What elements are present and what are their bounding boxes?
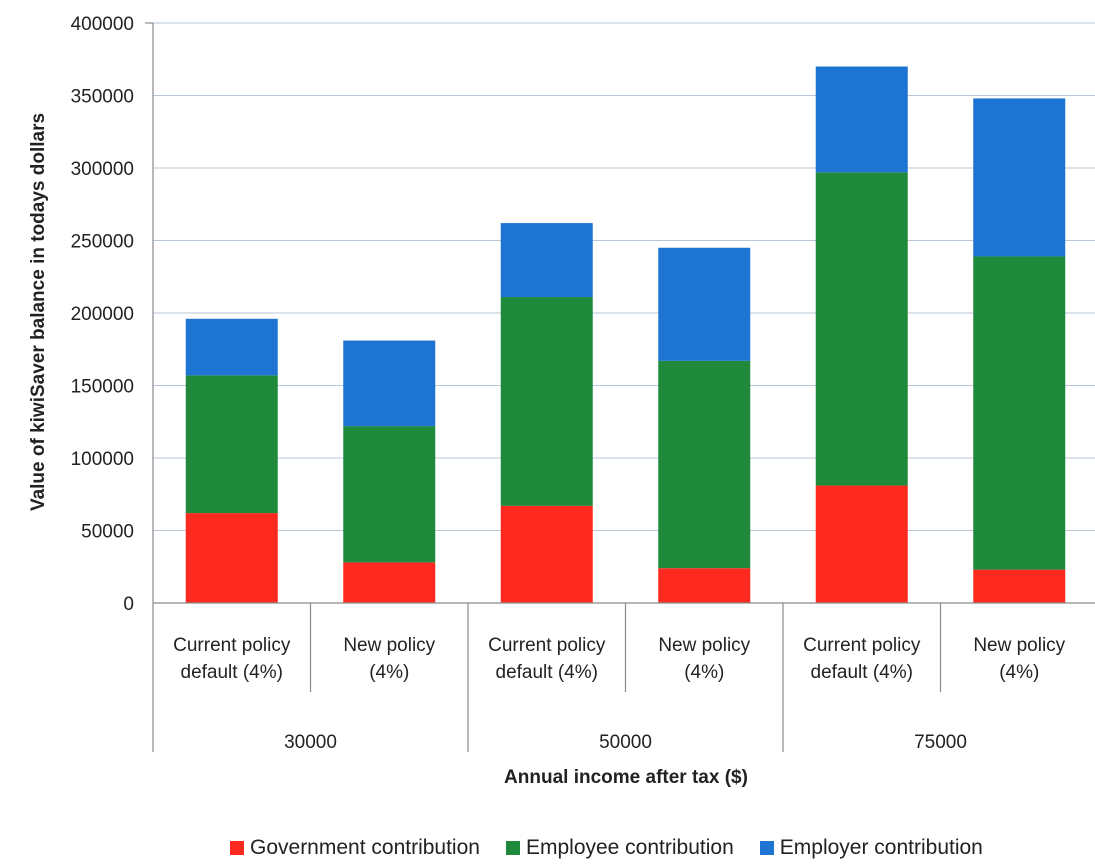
legend: Government contribution Employee contrib… bbox=[230, 836, 1009, 860]
legend-item-employer: Employer contribution bbox=[759, 836, 983, 860]
category-label: Current policy bbox=[488, 635, 606, 656]
stacked-bar-chart: 0 50000 100000 150000 200000 250000 300000 3500… bbox=[28, 14, 1095, 788]
category-label: (4%) bbox=[999, 662, 1039, 683]
group-labels: 30000 50000 75000 bbox=[284, 732, 967, 753]
y-tick-label: 300000 bbox=[71, 159, 134, 180]
legend-swatch-government bbox=[230, 841, 244, 855]
bar-segment bbox=[658, 568, 751, 603]
legend-label-government: Government contribution bbox=[250, 836, 480, 859]
bar-segment bbox=[500, 505, 593, 603]
bar-segment bbox=[343, 562, 436, 603]
bar-segment bbox=[500, 297, 593, 506]
bar-segment bbox=[500, 223, 593, 298]
bar-segment bbox=[658, 360, 751, 569]
category-label: New policy bbox=[973, 635, 1065, 656]
category-label: New policy bbox=[658, 635, 750, 656]
category-label: (4%) bbox=[369, 662, 409, 683]
bar-segment bbox=[343, 426, 436, 563]
category-label: default (4%) bbox=[496, 662, 598, 683]
category-labels: Current policy default (4%) New policy (4%)… bbox=[173, 635, 1066, 683]
bar-segment bbox=[973, 569, 1066, 603]
bar-segment bbox=[185, 513, 278, 603]
bar-segment bbox=[973, 256, 1066, 570]
y-tick-label: 400000 bbox=[71, 14, 134, 35]
category-label: default (4%) bbox=[811, 662, 913, 683]
legend-label-employer: Employer contribution bbox=[779, 836, 983, 859]
group-label: 75000 bbox=[914, 732, 967, 753]
y-tick-label: 0 bbox=[123, 594, 134, 615]
bar-segment bbox=[815, 485, 908, 603]
y-tick-label: 150000 bbox=[71, 377, 134, 398]
group-label: 50000 bbox=[599, 732, 652, 753]
bar-segment bbox=[658, 247, 751, 361]
bar-segment bbox=[185, 318, 278, 376]
y-tick-label: 100000 bbox=[71, 449, 134, 470]
category-label: New policy bbox=[343, 635, 435, 656]
bar-segment bbox=[343, 340, 436, 427]
axes bbox=[145, 22, 1095, 752]
legend-item-government: Government contribution bbox=[230, 836, 480, 860]
group-label: 30000 bbox=[284, 732, 337, 753]
y-tick-label: 200000 bbox=[71, 304, 134, 325]
legend-label-employee: Employee contribution bbox=[525, 836, 734, 859]
gridlines bbox=[153, 22, 1095, 531]
bar-segment bbox=[815, 66, 908, 173]
category-label: default (4%) bbox=[181, 662, 283, 683]
y-tick-label: 50000 bbox=[81, 522, 134, 543]
y-axis-label: Value of kiwiSaver balance in todays dol… bbox=[28, 113, 49, 511]
bar-segment bbox=[185, 375, 278, 514]
bar-segment bbox=[973, 98, 1066, 257]
x-axis-label: Annual income after tax ($) bbox=[504, 767, 748, 788]
y-tick-labels: 0 50000 100000 150000 200000 250000 300000 3500… bbox=[71, 14, 134, 615]
category-label: (4%) bbox=[684, 662, 724, 683]
category-label: Current policy bbox=[173, 635, 291, 656]
bar-segment bbox=[815, 172, 908, 486]
legend-swatch-employer bbox=[759, 841, 774, 855]
y-tick-label: 250000 bbox=[71, 232, 134, 253]
bars bbox=[185, 66, 1066, 603]
y-tick-label: 350000 bbox=[71, 87, 134, 108]
legend-item-employee: Employee contribution bbox=[505, 836, 734, 860]
category-label: Current policy bbox=[803, 635, 921, 656]
legend-swatch-employee bbox=[505, 841, 520, 855]
